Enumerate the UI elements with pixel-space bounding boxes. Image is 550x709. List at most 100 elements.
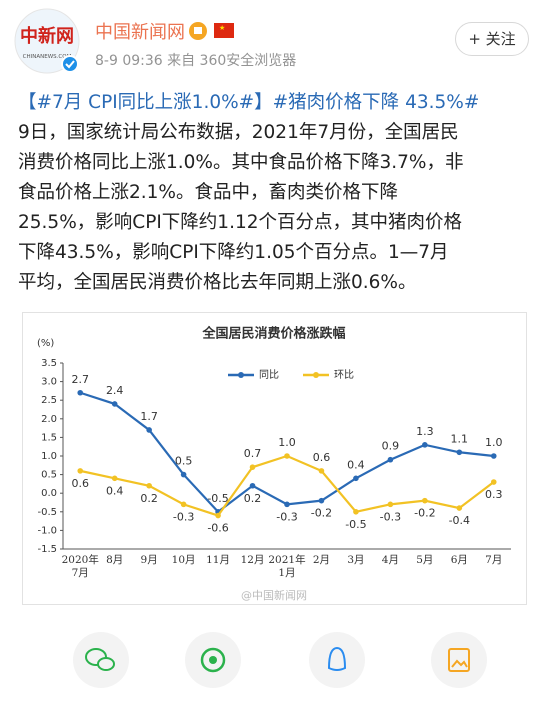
- y-tick-label: 0.5: [41, 470, 57, 481]
- x-tick-label: 12月: [240, 554, 265, 566]
- x-tick-label: 2021年 1月: [268, 554, 306, 579]
- post-text-line: 平均，全国居民消费价格比去年同期上涨0.6%。: [18, 272, 417, 293]
- data-point: [284, 453, 290, 459]
- svg-text:★: ★: [219, 24, 225, 32]
- user-name[interactable]: 中国新闻网: [95, 22, 185, 43]
- data-point: [456, 505, 463, 511]
- data-label: -0.3: [173, 510, 194, 523]
- data-point: [180, 501, 187, 508]
- x-tick-label: 2020年 7月: [61, 554, 99, 579]
- data-point: [318, 497, 325, 504]
- data-point: [146, 427, 152, 433]
- avatar: 中新网 CHINANEWS.COM: [14, 8, 80, 74]
- x-tick-label: 3月: [347, 554, 365, 566]
- x-tick-label: 8月: [106, 554, 124, 566]
- y-tick-label: 2.5: [41, 395, 57, 406]
- data-label: -0.3: [276, 510, 297, 523]
- data-point: [111, 401, 118, 407]
- data-point: [353, 475, 359, 482]
- data-point: [387, 456, 394, 463]
- data-point: [353, 509, 359, 515]
- y-tick-label: 0.0: [41, 488, 57, 499]
- image-share[interactable]: [431, 632, 487, 688]
- y-tick-label: 1.0: [41, 451, 57, 462]
- data-point: [490, 479, 497, 485]
- hashtags[interactable]: 【#7月 CPI同比上涨1.0%#】#猪肉价格下降 43.5%#: [18, 92, 480, 113]
- data-label: 1.0: [485, 436, 503, 449]
- data-point: [77, 389, 84, 396]
- data-label: 0.4: [106, 484, 124, 497]
- follow-button[interactable]: + 关注: [455, 22, 529, 56]
- chart: 全国居民消费价格涨跌幅 (%) @中国新闻网 -1.5 -1.0 -0.5 0.0 0.…: [37, 326, 511, 602]
- data-label: 1.7: [140, 410, 158, 423]
- legend-label: 环比: [334, 369, 354, 381]
- qq-share[interactable]: [309, 632, 365, 688]
- avatar-small: CHINANEWS.COM: [23, 54, 72, 60]
- data-point: [146, 482, 152, 489]
- avatar-text: 中新网: [20, 25, 74, 47]
- data-point: [490, 453, 497, 459]
- y-tick-label: 1.5: [41, 432, 57, 443]
- data-label: -0.2: [414, 507, 435, 520]
- y-tick-label: 2.0: [41, 414, 57, 425]
- y-tick-label: -0.5: [37, 507, 57, 518]
- x-tick-label: 6月: [450, 554, 468, 566]
- data-point: [77, 468, 84, 474]
- post-text-line: 消费价格同比上涨1.0%。其中食品价格下降3.7%，非: [18, 152, 464, 173]
- legend-marker: [238, 372, 244, 378]
- data-label: 0.7: [244, 447, 261, 460]
- data-label: 0.5: [175, 455, 193, 468]
- data-label: -0.2: [311, 507, 332, 520]
- x-tick-label: 2月: [312, 554, 331, 566]
- data-label: 1.3: [416, 425, 434, 438]
- data-point: [318, 468, 325, 474]
- wechat-share[interactable]: [73, 632, 129, 688]
- y-tick-label: 3.0: [41, 377, 57, 388]
- data-label: -0.4: [449, 514, 470, 527]
- share-bar: [73, 632, 487, 688]
- post-text-line: 食品价格上涨2.1%。食品中，畜肉类价格下降: [18, 182, 399, 203]
- data-point: [422, 442, 428, 448]
- legend-marker: [313, 372, 319, 378]
- watermark: @中国新闻网: [241, 588, 307, 602]
- data-label: 0.6: [71, 477, 89, 490]
- data-label: 0.2: [140, 492, 158, 505]
- x-tick-label: 10月: [171, 554, 196, 566]
- y-tick-label: -1.0: [37, 525, 57, 536]
- data-point: [249, 482, 256, 489]
- x-tick-label: 5月: [416, 554, 434, 566]
- data-point: [422, 497, 428, 504]
- data-point: [387, 501, 394, 508]
- data-point: [249, 464, 256, 470]
- data-label: -0.6: [207, 522, 228, 535]
- post-text-line: 下降43.5%，影响CPI下降约1.05个百分点。1—7月: [18, 242, 449, 263]
- y-unit: (%): [37, 338, 54, 349]
- data-label: 2.4: [106, 384, 124, 397]
- data-label: 2.7: [71, 373, 89, 386]
- data-point: [180, 471, 187, 478]
- data-point: [111, 475, 118, 482]
- data-label: 0.3: [485, 488, 503, 501]
- chart-image: 全国居民消费价格涨跌幅 (%) @中国新闻网 -1.5 -1.0 -0.5 0.0 0.…: [22, 312, 527, 605]
- x-tick-label: 11月: [206, 554, 230, 566]
- data-label: 0.2: [244, 492, 261, 505]
- y-tick-label: -1.5: [37, 544, 57, 555]
- data-label: -0.5: [207, 492, 228, 505]
- moments-share[interactable]: [185, 632, 241, 688]
- post-text-line: 25.5%，影响CPI下降约1.12个百分点，其中猪肉价格: [18, 212, 462, 233]
- badges: ★: [189, 22, 234, 40]
- data-point: [284, 501, 290, 508]
- data-label: 1.1: [451, 432, 469, 445]
- data-label: 1.0: [278, 436, 296, 449]
- y-tick-label: 3.5: [41, 358, 57, 369]
- x-tick-label: 7月: [485, 554, 503, 566]
- data-label: 0.9: [382, 440, 400, 453]
- post-meta: 8-9 09:36 来自 360安全浏览器: [95, 53, 297, 69]
- x-tick-label: 9月: [140, 554, 158, 566]
- data-label: -0.5: [345, 518, 366, 531]
- post-text-line: 9日，国家统计局公布数据，2021年7月份，全国居民: [18, 122, 459, 143]
- chart-title: 全国居民消费价格涨跌幅: [201, 326, 345, 342]
- data-point: [456, 449, 463, 456]
- data-point: [215, 512, 221, 519]
